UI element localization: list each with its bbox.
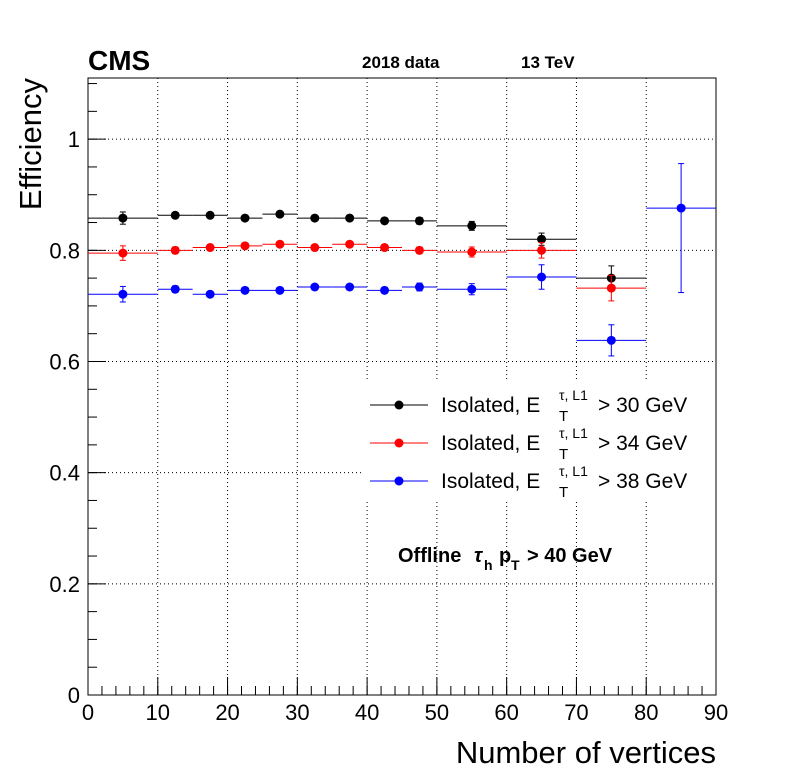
x-tick-label: 60 [494,700,518,725]
x-axis-title: Number of vertices [456,735,716,770]
data-point [205,210,215,220]
data-point [676,203,686,213]
legend-label-prefix: Isolated, E [441,432,540,455]
data-point [414,282,424,292]
legend-label-sub: T [559,446,568,463]
legend-background [362,380,714,500]
axis-ticks [87,83,717,696]
legend-label-sup: τ, L1 [559,425,588,441]
data-point [310,213,320,223]
data-point [467,221,477,231]
data-point [537,245,547,255]
y-tick-label: 0.2 [49,572,80,597]
data-point [118,248,128,258]
legend-label-suffix: > 38 GeV [598,470,687,493]
data-point [345,213,355,223]
annotation-tau-sub: h [484,557,493,573]
selection-annotation: Offline τ h p T > 40 GeV [398,545,613,573]
data-point [414,216,424,226]
y-tick-label: 1 [68,127,80,152]
x-tick-label: 20 [215,700,239,725]
data-point [345,282,355,292]
legend-label-prefix: Isolated, E [441,470,540,493]
data-point [275,239,285,249]
energy-label: 13 TeV [521,53,575,72]
cms-label: CMS [88,45,150,76]
x-tick-label: 10 [146,700,170,725]
data-point [345,239,355,249]
data-point [205,243,215,253]
annotation-p-sub: T [511,557,520,573]
data-point [380,285,390,295]
data-point [275,285,285,295]
data-point [537,272,547,282]
series-1 [88,239,647,302]
data-point [467,247,477,257]
series-2 [88,163,716,357]
legend-label-prefix: Isolated, E [441,394,540,417]
x-tick-label: 30 [285,700,309,725]
data-point [170,210,180,220]
data-point [310,282,320,292]
data-point [606,283,616,293]
data-point [240,285,250,295]
data-point [240,213,250,223]
data-point [170,245,180,255]
data-series [88,163,716,357]
legend-marker [394,476,404,486]
dataset-label: 2018 data [362,53,440,72]
legend-label-sup: τ, L1 [559,387,588,403]
legend-label-sub: T [559,484,568,501]
data-point [118,213,128,223]
x-tick-label: 50 [425,700,449,725]
x-tick-label: 80 [634,700,658,725]
data-point [310,243,320,253]
y-tick-label: 0.8 [49,238,80,263]
y-axis-title: Efficiency [13,78,48,211]
data-point [205,289,215,299]
data-point [467,284,477,294]
legend-label-sup: τ, L1 [559,463,588,479]
annotation-prefix: Offline [398,545,461,567]
x-tick-label: 0 [82,700,94,725]
legend-marker [394,400,404,410]
y-tick-label: 0 [68,683,80,708]
legend-label-suffix: > 30 GeV [598,394,687,417]
annotation-tau: τ [474,545,484,567]
x-tick-label: 70 [564,700,588,725]
x-tick-label: 90 [704,700,728,725]
legend-marker [394,438,404,448]
data-point [275,209,285,219]
annotation-suffix: > 40 GeV [527,545,613,567]
plot-frame [87,77,717,696]
y-tick-label: 0.4 [49,461,80,486]
data-point [240,241,250,251]
legend-entry: Isolated, E τ, L1 T > 34 GeV [370,425,687,463]
data-point [414,245,424,255]
annotation-p: p [499,545,511,567]
legend-entry: Isolated, E τ, L1 T > 30 GeV [370,387,687,425]
data-point [118,289,128,299]
legend-label-suffix: > 34 GeV [598,432,687,455]
tick-labels: 0 10 20 30 40 50 60 70 80 90 0 0.2 0.4 0.6 0.8 1 [49,127,728,725]
data-point [170,284,180,294]
legend-label-sub: T [559,408,568,425]
legend-entry: Isolated, E τ, L1 T > 38 GeV [370,463,687,501]
data-point [537,234,547,244]
data-point [380,243,390,253]
series-0 [88,209,647,291]
y-tick-label: 0.6 [49,349,80,374]
x-tick-label: 40 [355,700,379,725]
data-point [606,335,616,345]
data-point [380,216,390,226]
